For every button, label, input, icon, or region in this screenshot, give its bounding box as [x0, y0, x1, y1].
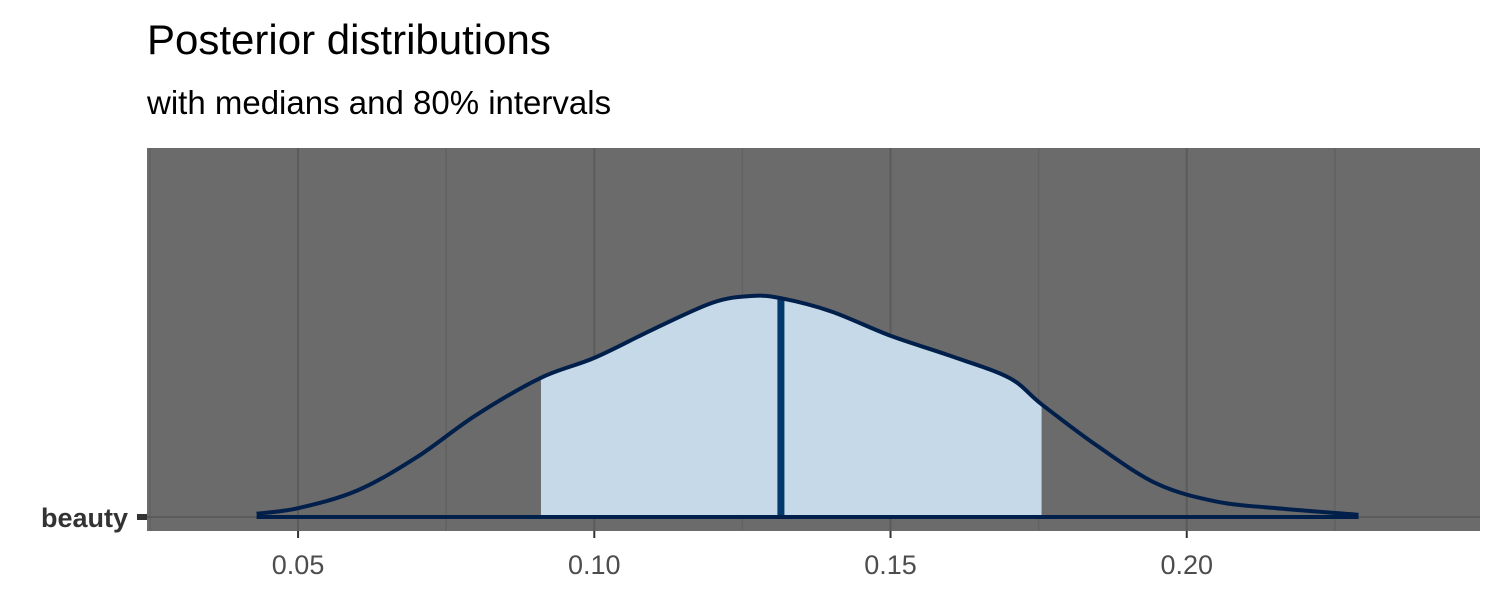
- x-axis: 0.05 0.10 0.15 0.20: [272, 531, 1213, 580]
- x-tick-label: 0.05: [272, 550, 325, 580]
- y-tick-label: beauty: [41, 503, 128, 533]
- x-tick-label: 0.10: [568, 550, 621, 580]
- x-tick-label: 0.20: [1160, 550, 1213, 580]
- density-curve: [256, 293, 1359, 517]
- x-tick-label: 0.15: [864, 550, 917, 580]
- chart-subtitle: with medians and 80% intervals: [147, 84, 612, 121]
- interval-80-area: [540, 295, 1042, 517]
- y-axis: beauty: [41, 503, 147, 533]
- chart-title: Posterior distributions: [147, 16, 551, 63]
